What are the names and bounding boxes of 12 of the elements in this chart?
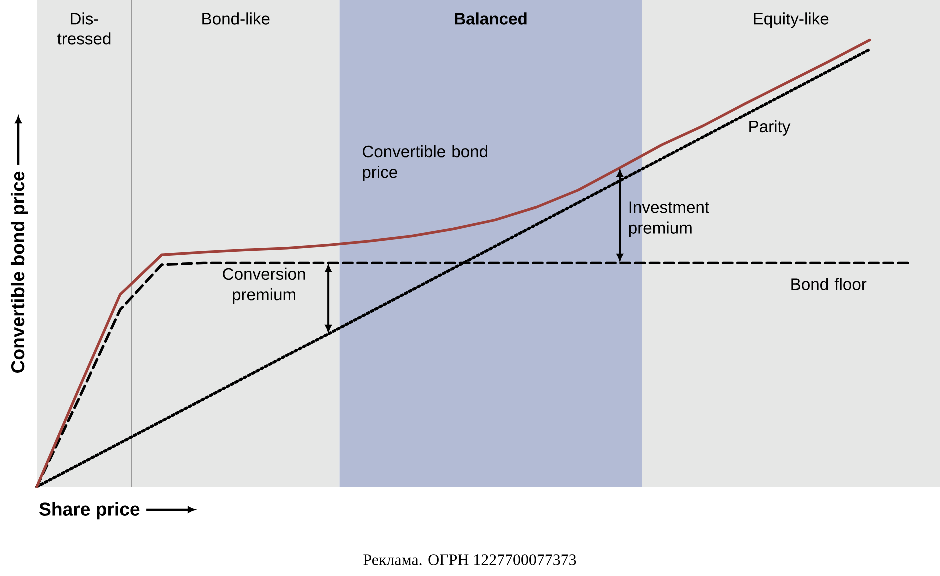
series-label: Parity: [750, 120, 791, 136]
x-axis-title: Share price: [40, 502, 140, 520]
text: Convertible bond price: [362, 145, 488, 182]
series-label: Bond floor: [792, 278, 867, 290]
text: Bond-like: [202, 12, 270, 25]
y-axis-title: Convertible bond price: [10, 172, 28, 373]
text: Equity-like: [754, 12, 829, 28]
text: Balanced: [455, 12, 527, 25]
annotation: Investment premium: [629, 202, 710, 238]
text: Реклама. ОГРН 1227700077373: [364, 554, 576, 566]
annotation: Dis- tressed: [58, 12, 111, 45]
annotation: Conversion premium: [223, 268, 306, 304]
